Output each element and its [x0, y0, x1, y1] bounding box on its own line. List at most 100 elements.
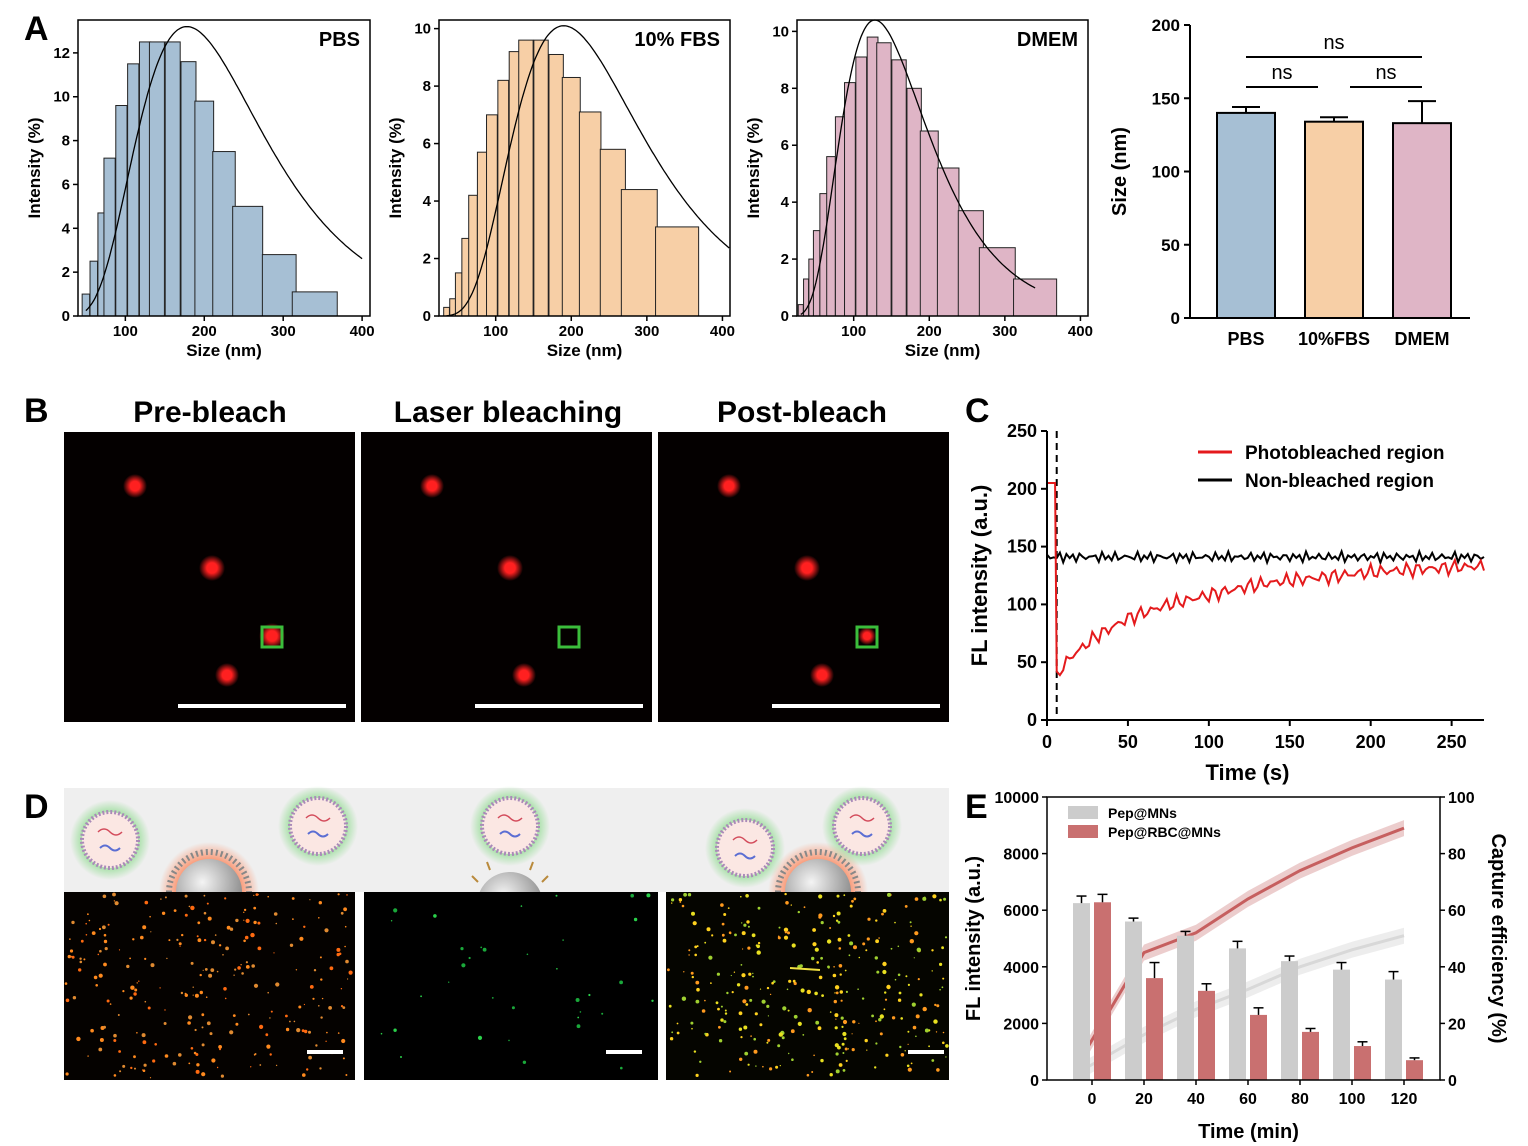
fluorescent-dot: [694, 945, 698, 949]
fluorescent-dot: [907, 983, 911, 987]
x-tick-label: 200: [559, 323, 584, 340]
scale-bar: [178, 704, 346, 708]
fluorescent-dot: [196, 1063, 200, 1067]
fluorescent-dot: [942, 1041, 945, 1045]
fluorescent-dot: [738, 1027, 743, 1031]
fluorescent-dot: [136, 982, 138, 984]
fluorescent-dot: [788, 979, 792, 983]
fluorescent-dot: [867, 917, 871, 921]
fluorescent-dot: [835, 1018, 837, 1020]
fluorescent-dot: [881, 912, 884, 916]
fluorescent-dot: [99, 949, 102, 953]
fluorescent-dot: [848, 954, 851, 957]
fluorescent-dot: [766, 986, 770, 990]
bar: [1304, 120, 1364, 319]
fluorescent-dot: [704, 999, 706, 1002]
fluorescent-dot: [912, 1025, 917, 1030]
fluorescent-dot: [936, 1068, 940, 1072]
fluorescent-dot: [172, 1061, 177, 1066]
fluorescent-dot: [813, 1054, 815, 1057]
fluorescent-dot: [152, 1059, 156, 1063]
fluorescent-dot: [76, 1036, 81, 1042]
fluorescent-dot: [693, 1050, 697, 1053]
histogram-bar: [919, 130, 939, 317]
x-tick-label: PBS: [1227, 329, 1264, 349]
fluorescent-dot: [668, 1004, 672, 1008]
fluorescent-dot: [777, 936, 781, 940]
fluorescent-dot: [753, 1037, 756, 1041]
fluorescent-dot: [944, 936, 948, 939]
fluorescent-dot: [728, 931, 732, 934]
fluorescent-dot: [142, 925, 147, 930]
scale-bar: [606, 1050, 642, 1054]
y-axis-label: FL intensity (a.u.): [963, 856, 985, 1021]
fluorescent-dot: [140, 935, 144, 940]
fluorescent-dot: [876, 970, 880, 974]
histogram-bar: [476, 151, 488, 317]
fluorescent-dot: [671, 1031, 674, 1034]
fluorescent-dot: [806, 1073, 810, 1077]
fluorescent-dot: [694, 953, 697, 957]
x-axis-label: Size (nm): [547, 341, 623, 360]
fluorescent-dot: [866, 937, 870, 941]
fluorescent-dot: [931, 1059, 935, 1062]
x-tick-label: 400: [350, 323, 375, 340]
bar: [1281, 961, 1298, 1080]
fluorescent-dot: [749, 998, 753, 1002]
fluorescent-dot: [144, 900, 149, 905]
fluorescent-dot: [699, 1060, 702, 1064]
fluorescent-dot: [150, 963, 155, 968]
fluorescent-dot: [748, 972, 752, 976]
fluorescent-dot: [85, 922, 87, 925]
fluorescent-dot: [192, 986, 194, 988]
fluorescent-dot: [304, 1029, 308, 1034]
fluorescent-dot: [875, 919, 878, 922]
histogram-fbs: 100 200 300 400 0 2 4 6 8 10 Size (nm) Intensity (%…: [386, 19, 735, 360]
fluorescent-dot: [900, 1053, 905, 1057]
red-spot: [810, 663, 834, 687]
fluorescent-dot: [211, 1058, 216, 1063]
fluorescent-dot: [849, 941, 854, 946]
fluorescent-dot: [113, 1033, 117, 1038]
bar: [1354, 1046, 1371, 1080]
y-tick-label: 4000: [1003, 960, 1039, 977]
bar: [1250, 1014, 1267, 1080]
plot-frame: [77, 19, 371, 317]
x-tick-label: 10%FBS: [1298, 329, 1370, 349]
fluorescent-dot: [851, 1048, 855, 1052]
fluorescent-dot: [907, 1030, 910, 1033]
y-tick-label: 6: [423, 136, 431, 153]
fluorescent-dot: [817, 1026, 822, 1031]
fluorescent-dot: [319, 956, 322, 959]
fluorescent-dot: [747, 1063, 750, 1066]
x-tick-label: 200: [917, 323, 942, 340]
fluorescent-dot: [945, 1044, 949, 1048]
fluorescent-dot: [742, 999, 747, 1004]
fluorescent-dot: [917, 978, 920, 981]
fluorescent-dot: [112, 892, 116, 897]
fluorescent-dot: [93, 975, 98, 980]
fluorescent-dot: [904, 905, 908, 908]
histogram-bar: [518, 39, 534, 317]
x-tick-label: 300: [271, 323, 296, 340]
fluorescent-dot: [233, 974, 235, 976]
fluorescent-dot: [781, 1036, 785, 1040]
fluorescent-dot: [202, 969, 204, 971]
fluorescent-dot: [710, 982, 712, 984]
fluorescent-dot: [113, 1074, 117, 1077]
fluorescent-dot: [775, 1065, 779, 1069]
panel-label-a: A: [24, 10, 49, 48]
fluorescent-dot: [347, 978, 349, 980]
fluorescent-dot: [820, 1058, 824, 1063]
fluorescent-dot: [143, 1063, 147, 1067]
histogram-bar: [164, 41, 181, 317]
fluorescent-dot: [71, 920, 75, 925]
fluorescent-dot: [95, 984, 98, 987]
fluorescent-dot: [752, 975, 754, 978]
y-tick-label: 10: [53, 89, 70, 106]
fluorescent-dot: [743, 923, 747, 927]
fluorescent-dot: [126, 964, 130, 969]
y-tick-label: 2: [423, 251, 431, 268]
fluorescent-dot: [190, 905, 195, 911]
capture-band: [1080, 927, 1404, 1080]
